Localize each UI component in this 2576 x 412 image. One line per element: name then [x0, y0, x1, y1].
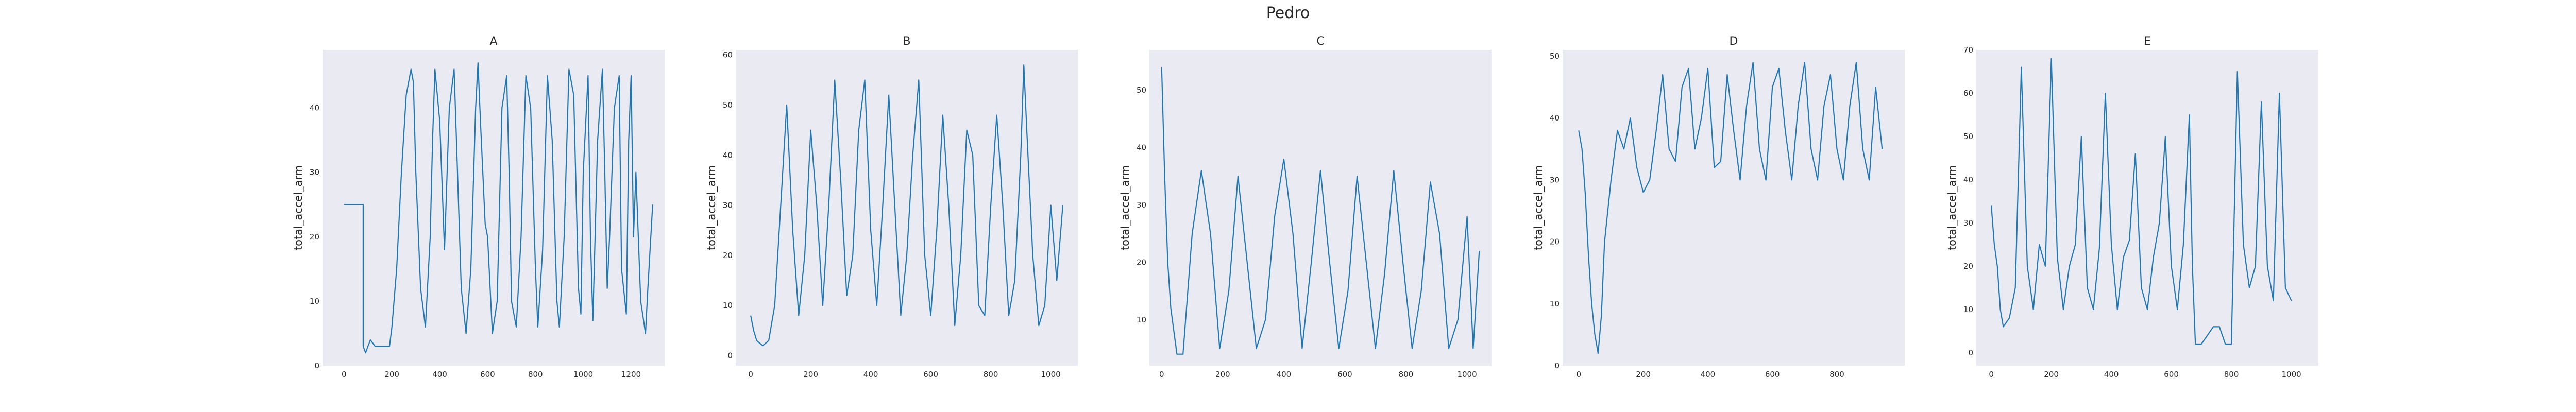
x-tick-label: 800: [1399, 370, 1414, 379]
figure-title: Pedro: [1266, 4, 1310, 22]
y-tick-label: 0: [1554, 361, 1560, 370]
y-tick-label: 50: [1963, 132, 1973, 141]
y-tick-label: 60: [1963, 89, 1973, 98]
y-tick-label: 10: [723, 301, 733, 310]
y-tick-label: 30: [1963, 218, 1973, 228]
x-tick-label: 800: [1829, 370, 1844, 379]
y-tick-label: 10: [1963, 305, 1973, 314]
x-tick-label: 600: [1337, 370, 1352, 379]
y-tick-label: 40: [1550, 113, 1560, 123]
subplot-title: E: [2144, 35, 2151, 48]
x-tick-label: 600: [480, 370, 495, 379]
y-tick-label: 60: [723, 50, 733, 60]
series-line-c: [1161, 67, 1480, 355]
x-tick-label: 400: [1701, 370, 1716, 379]
x-tick-label: 200: [1636, 370, 1651, 379]
y-tick-label: 30: [723, 201, 733, 210]
y-tick-label: 50: [1550, 52, 1560, 61]
x-tick-label: 0: [1577, 370, 1582, 379]
y-axis-label: total_accel_arm: [1119, 165, 1132, 250]
y-tick-label: 50: [1137, 85, 1146, 95]
x-tick-label: 200: [803, 370, 818, 379]
x-tick-label: 0: [1989, 370, 1994, 379]
x-tick-label: 800: [2224, 370, 2239, 379]
x-tick-label: 800: [528, 370, 543, 379]
x-tick-label: 600: [1765, 370, 1780, 379]
x-tick-label: 1000: [2281, 370, 2301, 379]
series-line-b: [750, 64, 1063, 347]
subplot-title: C: [1316, 35, 1324, 48]
y-tick-label: 40: [310, 104, 319, 113]
y-tick-label: 30: [1550, 175, 1560, 184]
x-tick-label: 800: [984, 370, 998, 379]
y-tick-label: 50: [723, 100, 733, 110]
y-tick-label: 0: [727, 351, 733, 360]
y-tick-label: 40: [723, 150, 733, 160]
x-tick-label: 0: [748, 370, 753, 379]
y-tick-label: 70: [1963, 45, 1973, 55]
plot-background: [1563, 50, 1905, 366]
series-line-d: [1578, 61, 1883, 354]
subplot-title: D: [1730, 35, 1738, 48]
subplot-title: A: [489, 35, 497, 48]
y-axis-label: total_accel_arm: [705, 165, 718, 250]
x-tick-label: 1000: [1041, 370, 1060, 379]
y-tick-label: 30: [1137, 200, 1146, 210]
plot-background: [1976, 50, 2318, 366]
y-axis-label: total_accel_arm: [292, 165, 305, 250]
y-axis-label: total_accel_arm: [1532, 165, 1545, 250]
y-tick-label: 0: [314, 361, 319, 370]
x-tick-label: 200: [1215, 370, 1230, 379]
subplot-title: B: [903, 35, 910, 48]
x-tick-label: 1200: [621, 370, 641, 379]
y-tick-label: 30: [310, 168, 319, 177]
series-line-e: [1991, 58, 2292, 345]
x-tick-label: 400: [863, 370, 878, 379]
x-tick-label: 200: [384, 370, 399, 379]
y-tick-label: 40: [1963, 175, 1973, 184]
x-tick-label: 200: [2044, 370, 2059, 379]
x-tick-label: 600: [2164, 370, 2179, 379]
x-tick-label: 600: [923, 370, 938, 379]
y-tick-label: 40: [1137, 143, 1146, 152]
y-tick-label: 20: [310, 232, 319, 242]
y-tick-label: 10: [1550, 299, 1560, 308]
y-tick-label: 20: [1550, 237, 1560, 247]
y-tick-label: 0: [1968, 348, 1973, 357]
x-tick-label: 1000: [1457, 370, 1477, 379]
plot-background: [736, 50, 1078, 366]
y-tick-label: 20: [723, 251, 733, 260]
y-tick-label: 20: [1137, 258, 1146, 267]
y-axis-label: total_accel_arm: [1946, 165, 1959, 250]
x-tick-label: 400: [1277, 370, 1292, 379]
plot-background: [323, 50, 665, 366]
series-line-a: [344, 62, 653, 354]
x-tick-label: 1000: [573, 370, 593, 379]
y-tick-label: 10: [310, 297, 319, 306]
x-tick-label: 0: [342, 370, 347, 379]
y-tick-label: 10: [1137, 315, 1146, 324]
y-tick-label: 20: [1963, 262, 1973, 271]
x-tick-label: 400: [432, 370, 447, 379]
x-tick-label: 0: [1159, 370, 1164, 379]
x-tick-label: 400: [2104, 370, 2119, 379]
plot-background: [1149, 50, 1492, 366]
